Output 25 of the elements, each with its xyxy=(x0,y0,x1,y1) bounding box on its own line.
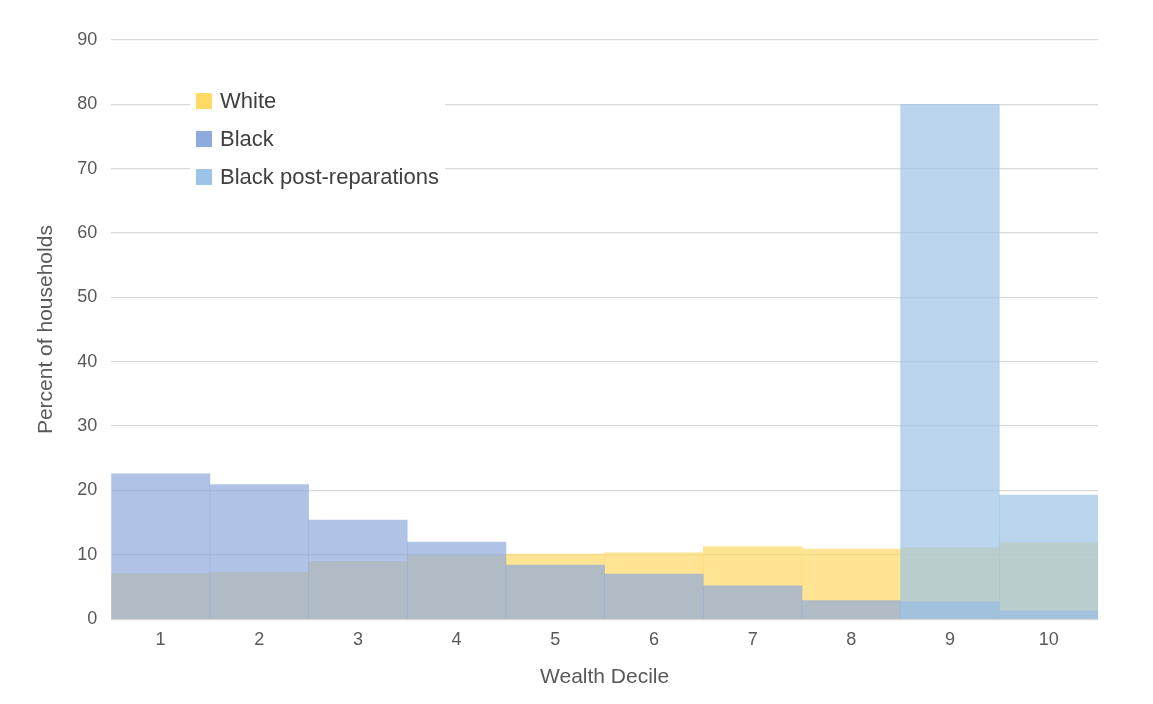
x-tick-label: 5 xyxy=(550,628,561,649)
legend-label: Black post-reparations xyxy=(220,164,439,190)
y-tick-label: 0 xyxy=(87,608,98,629)
x-tick-label: 1 xyxy=(155,628,166,649)
y-tick-label: 20 xyxy=(77,479,98,500)
x-tick-label: 7 xyxy=(747,628,758,649)
y-tick-label: 70 xyxy=(77,157,98,178)
x-tick-label: 8 xyxy=(846,628,857,649)
x-tick-label: 4 xyxy=(451,628,462,649)
x-tick-label: 9 xyxy=(944,628,955,649)
x-tick-label: 10 xyxy=(1038,628,1059,649)
x-axis-title: Wealth Decile xyxy=(540,664,670,688)
y-tick-label: 50 xyxy=(77,286,98,307)
y-tick-label: 40 xyxy=(77,350,98,371)
y-tick-label: 30 xyxy=(77,415,98,436)
legend-label: Black xyxy=(220,126,274,152)
y-tick-label: 90 xyxy=(77,28,98,49)
y-axis-title: Percent of households xyxy=(33,225,57,435)
y-tick-label: 60 xyxy=(77,222,98,243)
y-tick-label: 10 xyxy=(77,543,98,564)
x-tick-label: 6 xyxy=(648,628,659,649)
legend-label: White xyxy=(220,88,277,114)
x-tick-label: 2 xyxy=(254,628,265,649)
y-tick-label: 80 xyxy=(77,93,98,114)
x-tick-label: 3 xyxy=(352,628,363,649)
